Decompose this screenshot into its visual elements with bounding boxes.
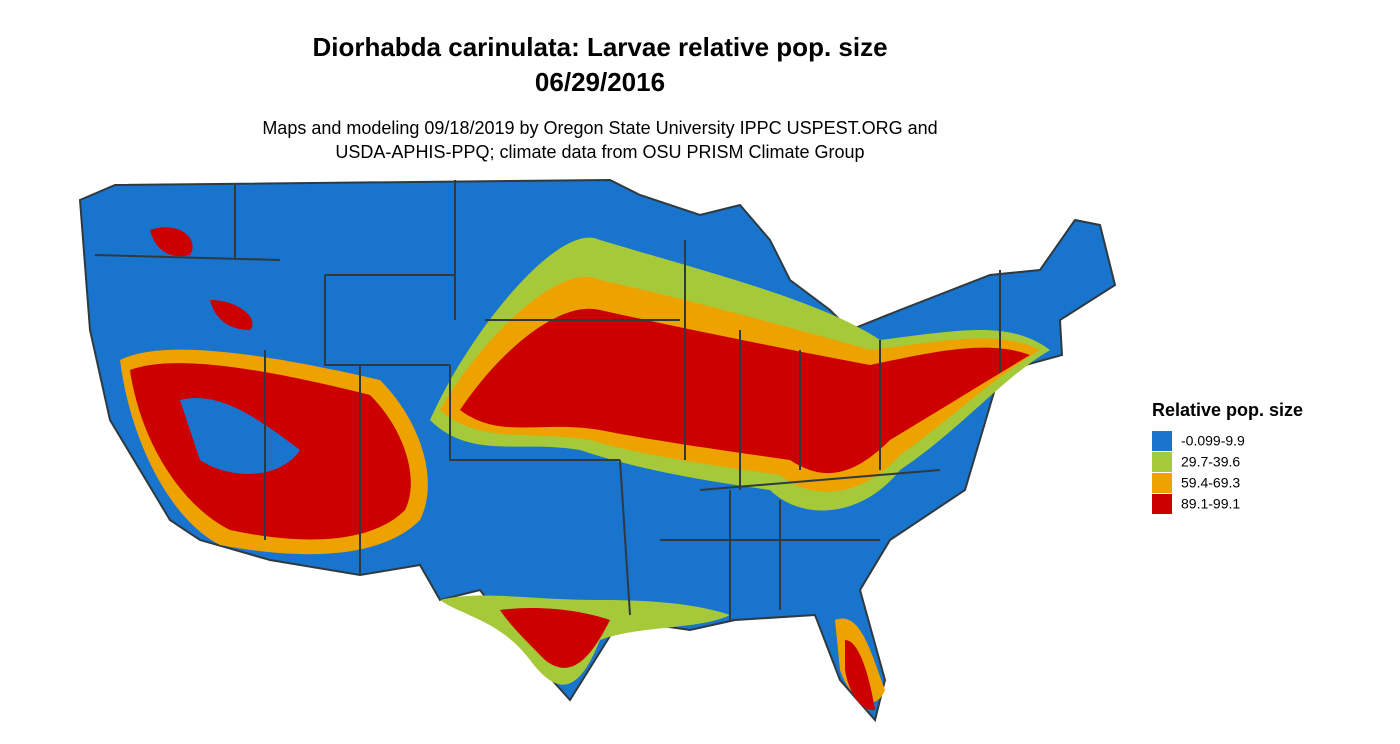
legend-label: 59.4-69.3 [1181,475,1240,491]
subtitle-line: Maps and modeling 09/18/2019 by Oregon S… [262,118,937,138]
legend-label: -0.099-9.9 [1181,433,1245,449]
map-date: 06/29/2016 [535,67,665,97]
legend-title: Relative pop. size [1152,400,1303,420]
state-border [94,180,1001,620]
map [78,178,1117,723]
zone [845,640,875,711]
zone [500,608,610,668]
zone [150,227,193,257]
map-title: Diorhabda carinulata: Larvae relative po… [312,32,887,62]
zone [180,398,300,474]
legend-swatch [1152,452,1172,472]
legend-label: 29.7-39.6 [1181,454,1240,470]
legend: -0.099-9.9 29.7-39.6 59.4-69.3 89.1-99.1 [1152,431,1245,514]
legend-swatch [1152,473,1172,493]
legend-label: 89.1-99.1 [1181,496,1240,512]
legend-swatch [1152,494,1172,514]
subtitle-line: USDA-APHIS-PPQ; climate data from OSU PR… [335,142,864,162]
zone [460,308,1030,474]
zone [210,300,253,330]
legend-swatch [1152,431,1172,451]
